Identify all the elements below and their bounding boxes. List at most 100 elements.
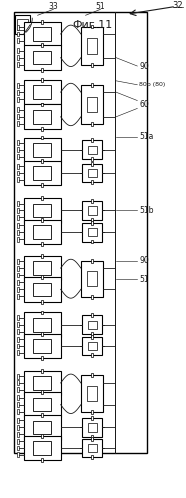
Bar [17, 201, 19, 206]
Bar [87, 321, 97, 329]
Bar [87, 423, 97, 432]
Bar [17, 147, 19, 152]
Bar [33, 318, 52, 332]
Bar [17, 97, 19, 102]
Bar [24, 371, 61, 395]
Bar [17, 115, 19, 119]
Bar [24, 105, 61, 129]
Bar [17, 83, 19, 88]
Bar [41, 135, 43, 139]
Bar [17, 48, 19, 53]
Bar [33, 261, 52, 275]
Bar [82, 337, 102, 356]
Bar [82, 164, 102, 182]
Bar [17, 154, 19, 159]
Bar [17, 395, 19, 400]
Bar [41, 183, 43, 187]
Bar [91, 410, 93, 414]
Bar [91, 332, 93, 336]
Bar [33, 282, 52, 296]
Bar [24, 161, 61, 185]
Bar [33, 441, 52, 455]
Bar [17, 294, 19, 299]
Bar [24, 334, 61, 359]
Bar [41, 413, 43, 417]
Bar [91, 123, 93, 126]
Bar [17, 432, 19, 437]
Bar [91, 157, 93, 161]
Bar [91, 83, 93, 87]
Bar [82, 315, 102, 334]
Bar [87, 342, 97, 350]
Bar [17, 446, 19, 451]
Bar [41, 160, 43, 164]
Bar [41, 103, 43, 107]
Bar [17, 90, 19, 95]
Bar [17, 31, 19, 36]
Bar [24, 137, 61, 162]
Bar [17, 272, 19, 277]
Bar [41, 434, 43, 438]
Bar [87, 206, 97, 215]
Bar [87, 444, 97, 452]
Bar [82, 140, 102, 159]
Bar [14, 12, 147, 453]
Bar [17, 24, 19, 29]
Bar [41, 43, 43, 47]
Bar [87, 38, 97, 54]
Bar [41, 369, 43, 373]
Bar [41, 278, 43, 282]
Bar [17, 230, 19, 235]
Bar [17, 265, 19, 270]
Bar [87, 271, 97, 286]
Bar [41, 332, 43, 336]
Bar [91, 218, 93, 222]
Bar [91, 221, 93, 225]
Bar [91, 180, 93, 184]
Bar [17, 287, 19, 292]
Bar [91, 162, 93, 166]
Bar [17, 62, 19, 67]
Bar [24, 220, 61, 245]
Bar [41, 390, 43, 394]
Bar [41, 218, 43, 222]
Bar [91, 138, 93, 142]
Text: 33: 33 [48, 2, 58, 11]
Bar [41, 103, 43, 107]
Bar [41, 44, 43, 48]
Bar [17, 259, 19, 263]
Bar [24, 436, 61, 460]
Bar [87, 97, 97, 113]
Bar [17, 223, 19, 228]
Text: 51b: 51b [139, 206, 154, 215]
Bar [17, 121, 19, 126]
Bar [33, 85, 52, 99]
Bar [17, 55, 19, 60]
Bar [33, 143, 52, 156]
Bar [24, 256, 61, 280]
Text: 51: 51 [96, 2, 105, 11]
Bar [33, 110, 52, 124]
Bar [41, 415, 43, 419]
Bar [91, 313, 93, 317]
Bar [81, 260, 103, 297]
Bar [17, 425, 19, 430]
Bar [81, 26, 103, 65]
Bar [17, 374, 19, 378]
Bar [33, 204, 52, 217]
Bar [24, 277, 61, 302]
Bar [87, 386, 97, 401]
Bar [17, 344, 19, 349]
Text: Фиг.11: Фиг.11 [73, 20, 113, 30]
Bar [91, 24, 93, 28]
Bar [41, 254, 43, 258]
Bar [41, 458, 43, 462]
Bar [17, 170, 19, 175]
Bar [17, 329, 19, 334]
Bar [17, 208, 19, 213]
Bar [91, 354, 93, 358]
Bar [33, 398, 52, 411]
Bar [24, 80, 61, 105]
Bar [81, 85, 103, 124]
Bar [91, 374, 93, 377]
